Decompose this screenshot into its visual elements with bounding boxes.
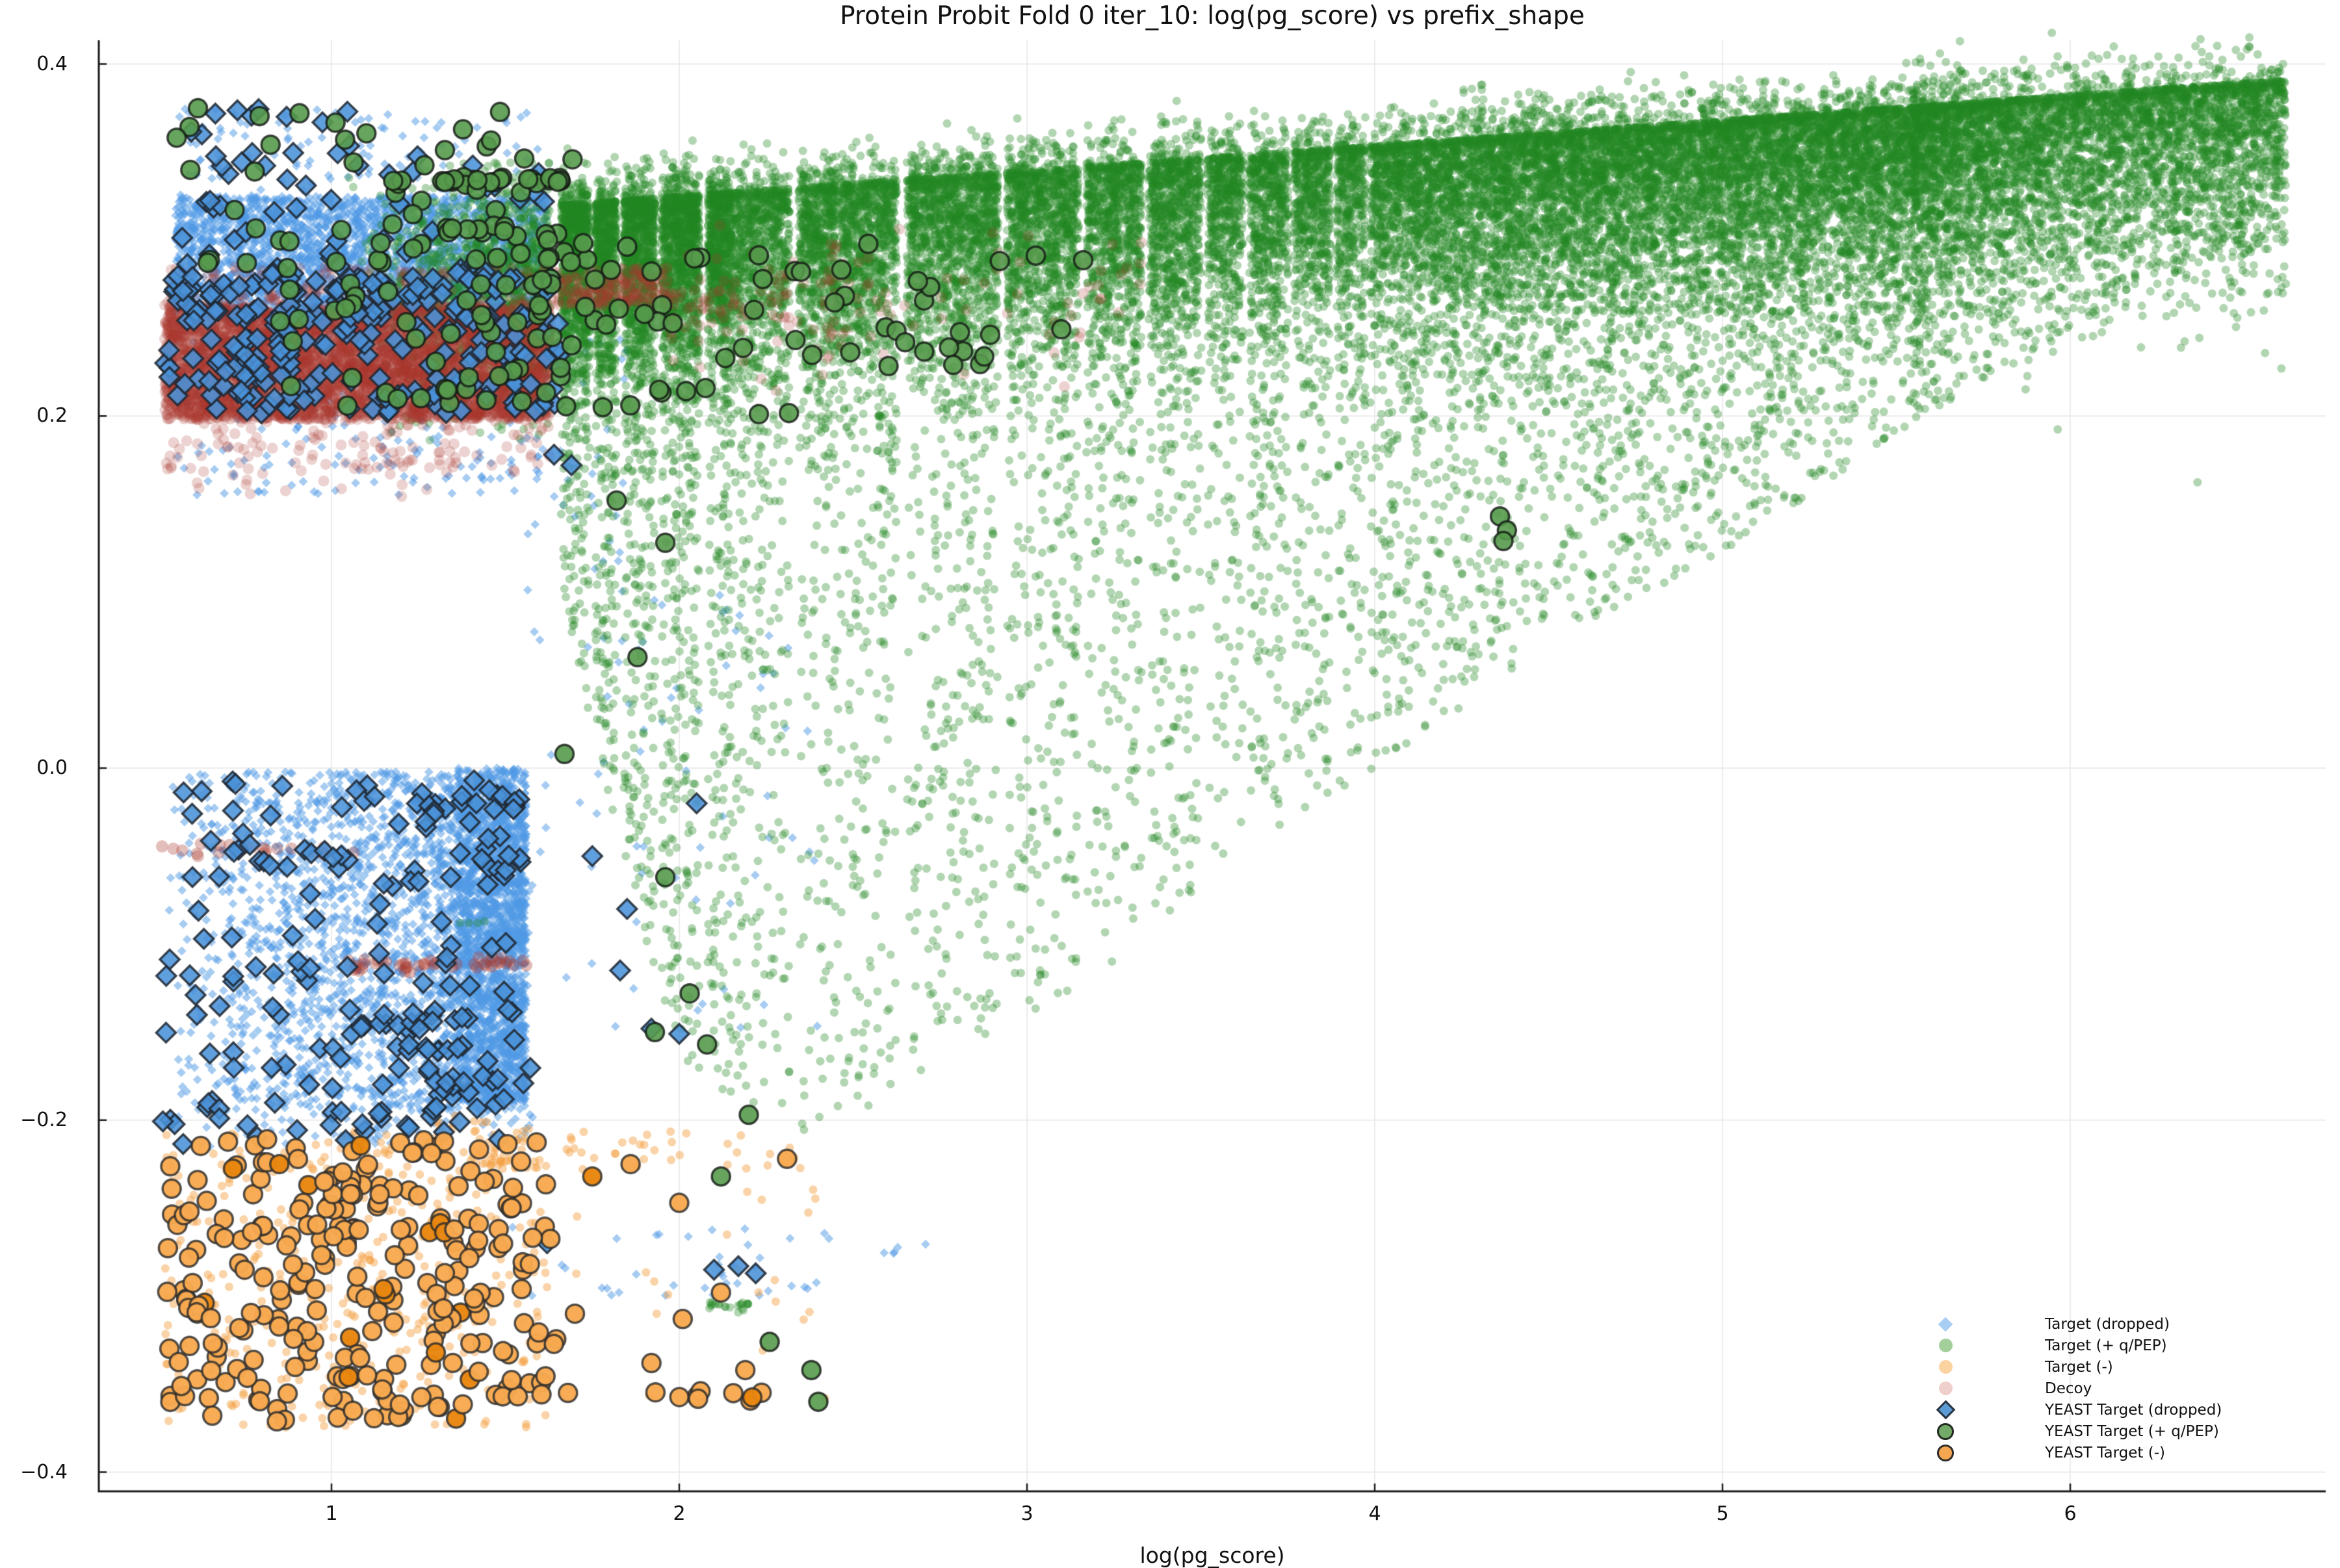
- x-axis-label: log(pg_score): [1139, 1543, 1285, 1568]
- legend-item-label: Target (-): [2045, 1358, 2113, 1376]
- legend-item: YEAST Target (dropped): [1932, 1399, 2222, 1420]
- legend-item: YEAST Target (-): [1932, 1442, 2222, 1463]
- legend-item-label: Target (+ q/PEP): [2045, 1337, 2167, 1354]
- legend-item-label: YEAST Target (dropped): [2045, 1401, 2222, 1419]
- legend-circle-marker-icon: [1932, 1444, 1959, 1461]
- legend-item: Decoy: [1932, 1378, 2222, 1399]
- legend-circle-marker-icon: [1932, 1360, 1959, 1374]
- legend-item: Target (-): [1932, 1356, 2222, 1378]
- x-tick-label: 2: [673, 1502, 686, 1525]
- legend-item: Target (+ q/PEP): [1932, 1335, 2222, 1356]
- legend-item-label: YEAST Target (+ q/PEP): [2045, 1422, 2219, 1440]
- x-tick-label: 5: [1716, 1502, 1729, 1525]
- y-tick-label: −0.2: [20, 1108, 68, 1131]
- legend: Target (dropped) Target (+ q/PEP) Target (…: [1932, 1313, 2222, 1463]
- legend-item-label: Decoy: [2045, 1380, 2092, 1397]
- x-tick-label: 6: [2064, 1502, 2077, 1525]
- legend-circle-marker-icon: [1932, 1422, 1959, 1440]
- y-tick-label: 0.0: [36, 756, 68, 779]
- y-tick-label: 0.4: [36, 52, 68, 75]
- x-tick-label: 4: [1368, 1502, 1381, 1525]
- y-tick-label: 0.2: [36, 404, 68, 428]
- x-tick-label: 1: [325, 1502, 338, 1525]
- chart-title: Protein Probit Fold 0 iter_10: log(pg_sc…: [840, 1, 1585, 31]
- legend-item: YEAST Target (+ q/PEP): [1932, 1420, 2222, 1442]
- legend-item-label: Target (dropped): [2045, 1315, 2170, 1333]
- y-tick-label: −0.4: [20, 1460, 68, 1484]
- legend-diamond-marker-icon: [1932, 1317, 1959, 1331]
- legend-circle-marker-icon: [1932, 1382, 1959, 1395]
- x-tick-label: 3: [1020, 1502, 1034, 1525]
- legend-circle-marker-icon: [1932, 1339, 1959, 1352]
- legend-item-label: YEAST Target (-): [2045, 1444, 2165, 1461]
- legend-item: Target (dropped): [1932, 1313, 2222, 1335]
- legend-diamond-marker-icon: [1932, 1400, 1959, 1420]
